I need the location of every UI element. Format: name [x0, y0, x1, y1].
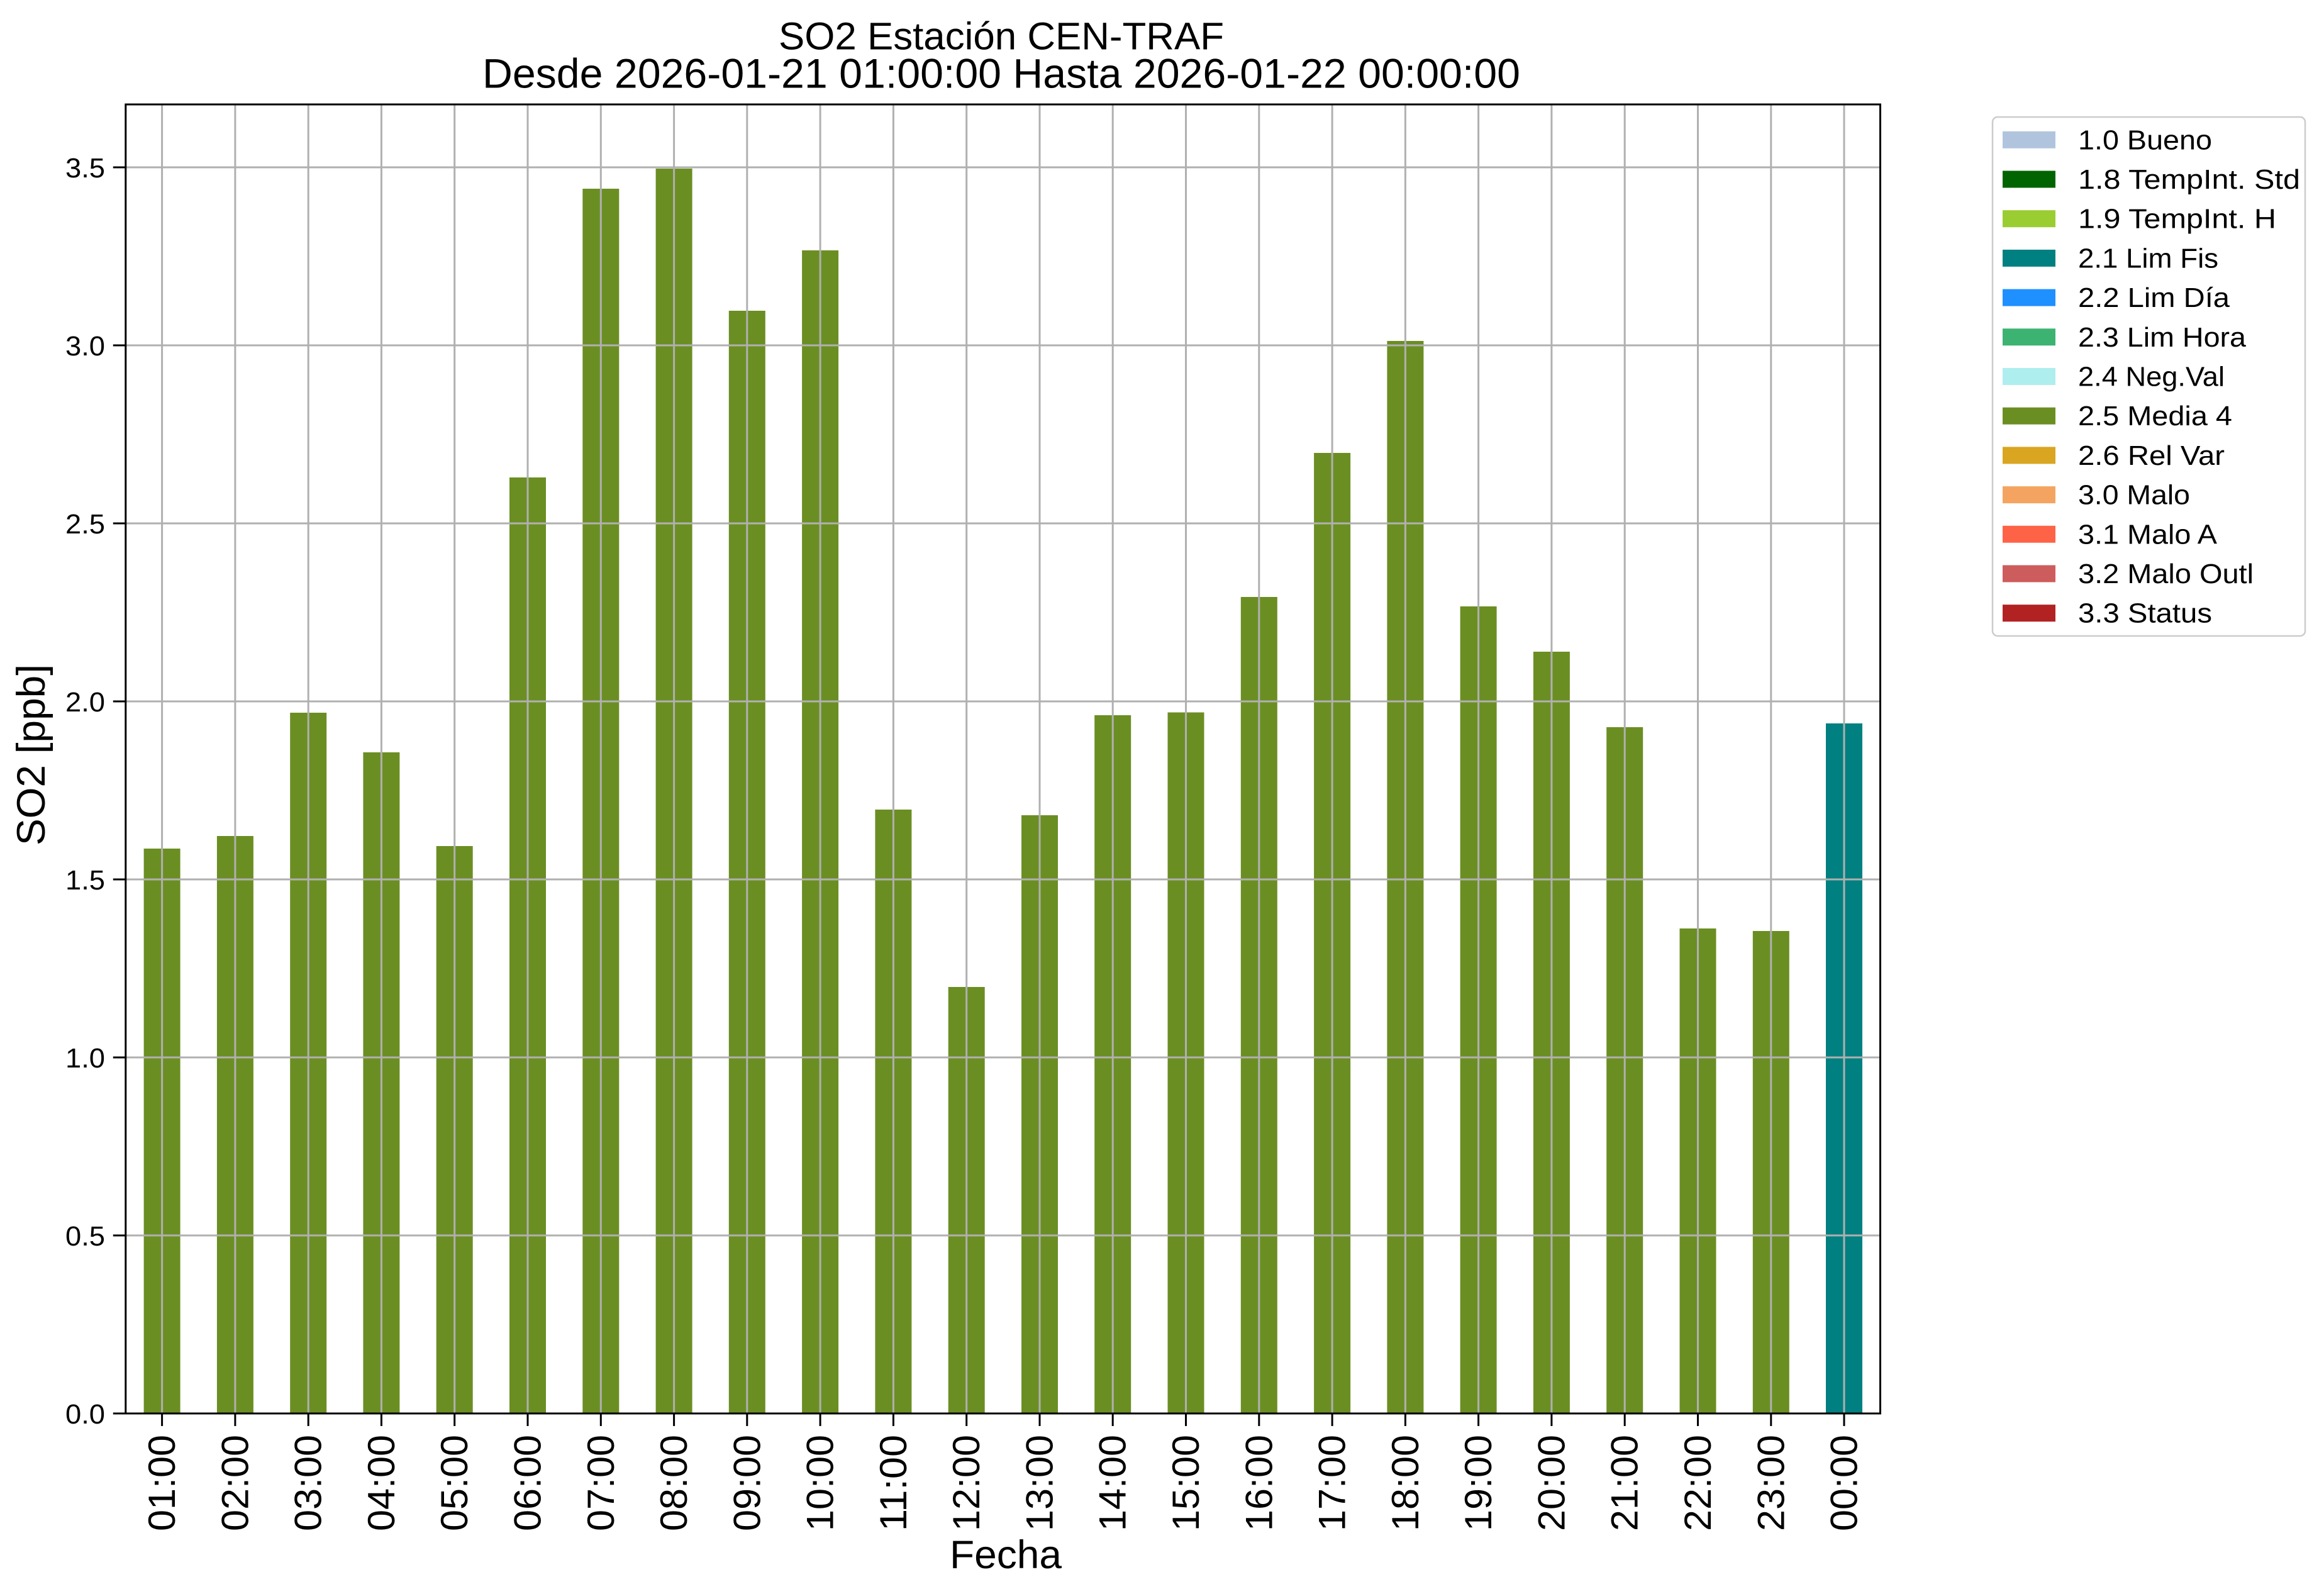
- svg-text:Fecha: Fecha: [950, 1533, 1062, 1577]
- svg-text:05:00: 05:00: [433, 1435, 475, 1531]
- svg-text:1.8 TempInt. Std: 1.8 TempInt. Std: [2078, 164, 2300, 195]
- svg-text:04:00: 04:00: [360, 1435, 403, 1531]
- svg-text:2.0: 2.0: [65, 687, 105, 718]
- svg-text:3.5: 3.5: [65, 153, 105, 184]
- svg-text:09:00: 09:00: [726, 1435, 768, 1531]
- svg-text:1.9 TempInt. H: 1.9 TempInt. H: [2078, 204, 2276, 235]
- svg-text:1.0: 1.0: [65, 1043, 105, 1074]
- svg-text:13:00: 13:00: [1019, 1435, 1061, 1531]
- svg-text:08:00: 08:00: [653, 1435, 695, 1531]
- svg-text:1.5: 1.5: [65, 865, 105, 896]
- svg-text:10:00: 10:00: [799, 1435, 842, 1531]
- svg-text:0.5: 0.5: [65, 1221, 105, 1252]
- svg-text:0.0: 0.0: [65, 1399, 105, 1430]
- svg-text:18:00: 18:00: [1384, 1435, 1426, 1531]
- svg-text:12:00: 12:00: [945, 1435, 987, 1531]
- svg-text:3.0 Malo: 3.0 Malo: [2078, 480, 2190, 511]
- svg-text:22:00: 22:00: [1677, 1435, 1719, 1531]
- svg-text:11:00: 11:00: [872, 1435, 915, 1531]
- svg-text:2.5 Media 4: 2.5 Media 4: [2078, 401, 2232, 432]
- svg-text:2.5: 2.5: [65, 509, 105, 540]
- svg-text:16:00: 16:00: [1238, 1435, 1280, 1531]
- svg-text:03:00: 03:00: [287, 1435, 330, 1531]
- svg-text:1.0 Bueno: 1.0 Bueno: [2078, 125, 2212, 155]
- svg-text:SO2 [ppb]: SO2 [ppb]: [9, 664, 53, 845]
- svg-text:06:00: 06:00: [507, 1435, 549, 1531]
- svg-text:2.3 Lim Hora: 2.3 Lim Hora: [2078, 322, 2247, 353]
- svg-text:14:00: 14:00: [1092, 1435, 1134, 1531]
- svg-text:17:00: 17:00: [1311, 1435, 1354, 1531]
- svg-text:2.2 Lim Día: 2.2 Lim Día: [2078, 282, 2230, 313]
- svg-text:3.1 Malo A: 3.1 Malo A: [2078, 519, 2218, 550]
- svg-text:3.0: 3.0: [65, 331, 105, 362]
- svg-text:15:00: 15:00: [1165, 1435, 1207, 1531]
- svg-text:SO2 Estación CEN-TRAF: SO2 Estación CEN-TRAF: [779, 15, 1224, 58]
- svg-text:2.4 Neg.Val: 2.4 Neg.Val: [2078, 362, 2225, 393]
- svg-text:01:00: 01:00: [141, 1435, 183, 1531]
- svg-text:07:00: 07:00: [580, 1435, 622, 1531]
- svg-text:00:00: 00:00: [1823, 1435, 1865, 1531]
- svg-text:2.6 Rel Var: 2.6 Rel Var: [2078, 440, 2225, 471]
- svg-text:21:00: 21:00: [1604, 1435, 1646, 1531]
- svg-text:Desde 2026-01-21 01:00:00 Hast: Desde 2026-01-21 01:00:00 Hasta 2026-01-…: [482, 50, 1520, 97]
- svg-text:2.1 Lim Fis: 2.1 Lim Fis: [2078, 243, 2218, 274]
- svg-text:20:00: 20:00: [1530, 1435, 1572, 1531]
- svg-text:3.2 Malo Outl: 3.2 Malo Outl: [2078, 559, 2254, 589]
- svg-text:23:00: 23:00: [1750, 1435, 1792, 1531]
- svg-text:19:00: 19:00: [1457, 1435, 1499, 1531]
- svg-text:02:00: 02:00: [214, 1435, 256, 1531]
- svg-text:3.3 Status: 3.3 Status: [2078, 598, 2212, 629]
